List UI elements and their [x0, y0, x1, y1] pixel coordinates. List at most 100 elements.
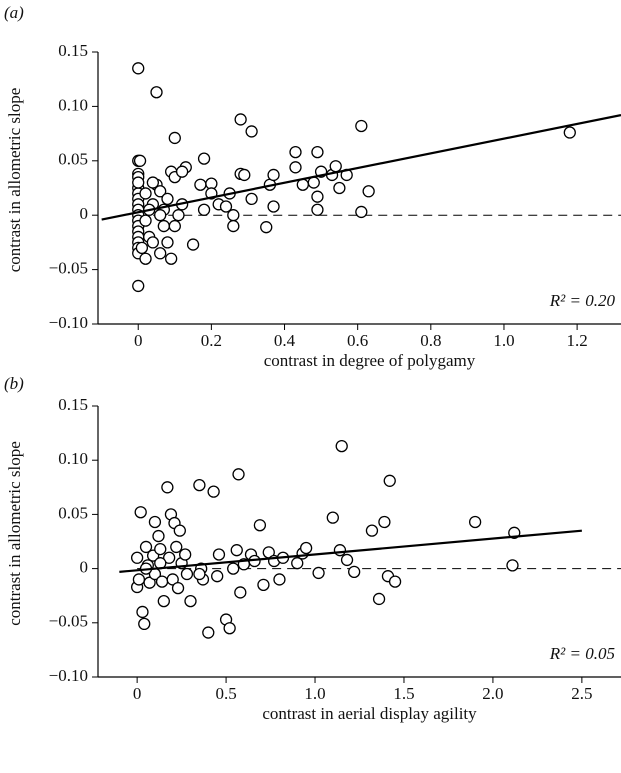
- y-tick-label: 0.10: [58, 95, 88, 114]
- r-squared: R² = 0.05: [549, 644, 615, 663]
- data-point: [168, 131, 181, 145]
- x-tick-label: 1.0: [493, 331, 514, 350]
- x-tick-label: 0.5: [215, 684, 236, 703]
- data-point: [299, 541, 313, 555]
- data-point: [170, 540, 183, 554]
- data-point: [267, 200, 280, 213]
- data-point: [333, 181, 346, 195]
- data-point: [234, 586, 247, 599]
- data-point: [383, 474, 396, 487]
- data-point: [148, 515, 162, 529]
- data-point: [161, 236, 174, 249]
- data-point: [378, 515, 391, 529]
- data-point: [202, 626, 215, 639]
- data-point: [260, 221, 273, 234]
- data-point: [157, 594, 170, 608]
- data-point: [506, 559, 519, 572]
- data-point: [238, 168, 251, 182]
- data-point: [135, 241, 149, 254]
- y-tick-label: 0: [80, 204, 89, 223]
- data-point: [289, 161, 302, 174]
- data-point: [227, 219, 240, 233]
- data-point: [197, 203, 211, 216]
- x-tick-label: 0.4: [274, 331, 296, 350]
- data-point: [163, 551, 176, 564]
- data-point: [563, 126, 576, 139]
- data-point: [180, 567, 194, 581]
- data-point: [207, 485, 220, 498]
- data-point: [232, 468, 245, 481]
- data-point: [143, 576, 156, 589]
- data-point: [132, 573, 146, 586]
- data-point: [388, 575, 402, 588]
- data-point: [289, 145, 302, 159]
- data-point: [164, 252, 178, 265]
- data-point: [171, 581, 185, 595]
- y-tick-label: 0.10: [58, 449, 88, 468]
- data-point: [227, 562, 240, 575]
- data-point: [139, 252, 152, 265]
- x-tick-label: 1.2: [566, 331, 587, 350]
- data-point: [311, 145, 324, 159]
- fit-line: [119, 529, 582, 573]
- x-axis-label: contrast in degree of polygamy: [264, 351, 476, 370]
- y-tick-label: −0.10: [49, 313, 88, 332]
- x-tick-label: 1.5: [393, 684, 414, 703]
- y-tick-label: 0: [80, 558, 89, 577]
- data-point: [362, 185, 375, 198]
- data-point: [211, 570, 224, 583]
- data-point: [184, 594, 197, 608]
- y-tick-label: 0.15: [58, 41, 88, 60]
- data-point: [194, 178, 207, 191]
- data-point: [146, 236, 160, 249]
- data-point: [348, 565, 361, 579]
- data-point: [175, 165, 189, 178]
- data-point: [372, 592, 386, 606]
- data-point: [230, 544, 243, 557]
- data-point: [154, 185, 167, 198]
- data-point: [333, 544, 347, 557]
- data-point: [134, 506, 147, 519]
- data-point: [139, 214, 152, 227]
- data-point: [133, 154, 147, 167]
- data-point: [138, 617, 151, 631]
- data-point: [132, 176, 145, 189]
- data-point: [355, 205, 368, 219]
- x-tick-label: 0: [134, 331, 143, 350]
- x-tick-label: 1.0: [304, 684, 325, 703]
- x-tick-label: 2.0: [482, 684, 503, 703]
- data-point: [335, 439, 348, 453]
- y-tick-label: 0.05: [58, 150, 88, 169]
- y-tick-label: 0.15: [58, 395, 88, 414]
- data-point: [311, 203, 324, 216]
- data-point: [245, 192, 258, 206]
- x-tick-label: 0.8: [420, 331, 441, 350]
- data-point: [326, 511, 339, 524]
- y-tick-label: −0.05: [49, 612, 88, 631]
- r-squared: R² = 0.20: [549, 291, 616, 310]
- data-point: [311, 190, 324, 203]
- data-point: [139, 187, 152, 200]
- data-point: [253, 519, 267, 532]
- y-axis-label: contrast in allometric slope: [5, 441, 24, 626]
- y-axis-label: contrast in allometric slope: [5, 88, 24, 273]
- data-point: [193, 478, 206, 492]
- data-point: [267, 168, 280, 182]
- data-point: [161, 481, 174, 494]
- y-tick-label: 0.05: [58, 503, 88, 522]
- data-point: [197, 152, 211, 165]
- data-point: [161, 192, 174, 206]
- data-point: [172, 209, 185, 222]
- data-point: [152, 529, 165, 543]
- data-point: [227, 209, 240, 222]
- data-point: [193, 567, 206, 581]
- data-point: [173, 524, 186, 537]
- data-point: [329, 160, 342, 173]
- data-point: [157, 219, 170, 233]
- data-point: [154, 542, 167, 556]
- data-point: [312, 566, 325, 580]
- data-point: [139, 540, 153, 554]
- data-point: [340, 553, 354, 567]
- x-tick-label: 0.6: [347, 331, 368, 350]
- data-point: [154, 209, 167, 222]
